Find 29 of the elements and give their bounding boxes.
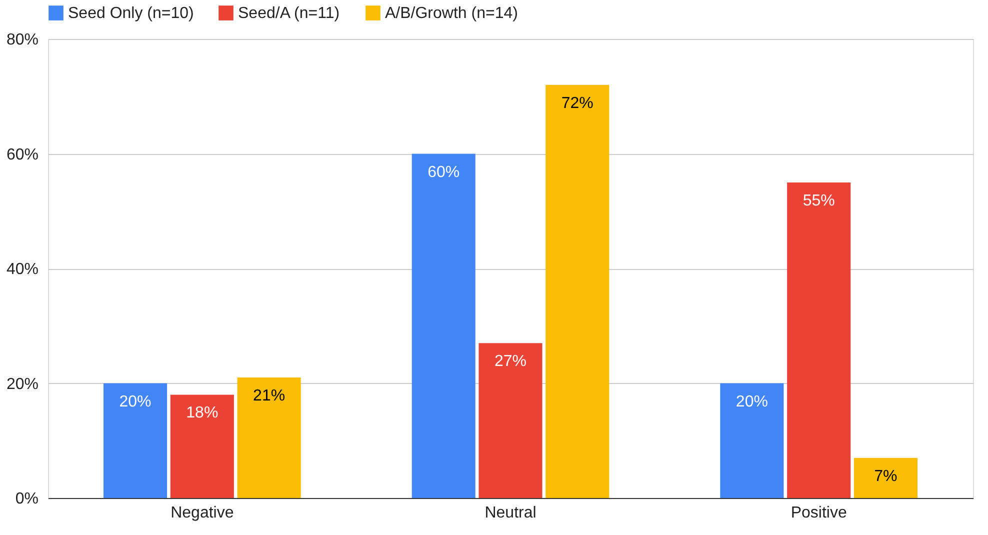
y-tick-label: 0% [15,490,38,508]
legend-label: A/B/Growth (n=14) [385,5,518,22]
data-label: 18% [186,404,218,422]
x-tick-label: Negative [170,504,234,522]
data-label: 20% [736,393,768,410]
y-tick-label: 80% [6,32,38,48]
x-tick-label: Positive [790,504,847,522]
data-label: 55% [802,192,835,210]
data-label: 20% [119,393,152,410]
bar [412,154,476,498]
y-tick-label: 60% [6,146,38,164]
bar [170,394,234,498]
bar [104,383,168,498]
bar [546,84,610,498]
data-label: 72% [561,94,594,112]
data-label: 27% [494,353,527,370]
y-tick-label: 20% [6,376,38,393]
data-label: 21% [253,388,286,405]
x-tick-label: Neutral [484,504,536,522]
data-label: 7% [874,468,898,485]
y-tick-label: 40% [6,261,38,278]
legend-label: Seed/A (n=11) [238,5,340,22]
data-label: 60% [428,164,460,181]
bar [237,378,301,498]
bar [854,458,918,498]
bar [720,383,784,498]
bar [787,182,851,498]
bar [478,343,542,498]
legend-label: Seed Only (n=10) [68,5,194,22]
